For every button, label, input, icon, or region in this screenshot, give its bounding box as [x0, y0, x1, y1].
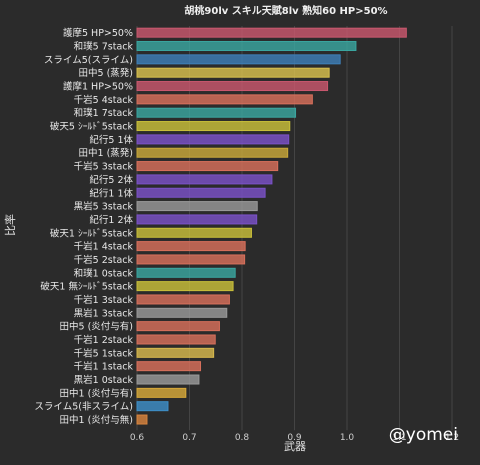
category-labels: 護摩5 HP>50% 和璞5 7stack スライム5(スライム)田中5 (蒸発) 護…	[34, 27, 133, 426]
x-tick-label: 0.8	[235, 433, 250, 443]
bar	[136, 374, 200, 385]
category-label: 破天1 ｼｰﾙﾄﾞ5stack	[50, 227, 134, 239]
category-label: 千岩5 2stack	[74, 254, 134, 266]
y-axis-title: 比率	[3, 214, 17, 236]
bar	[136, 27, 407, 38]
x-tick-label: 0.7	[182, 433, 196, 443]
category-label: 紀行1 1体	[89, 187, 133, 199]
category-label: 和璞1 7stack	[74, 107, 134, 119]
bar	[136, 81, 329, 92]
bar	[136, 161, 279, 172]
category-label: 破天1 無ｼｰﾙﾄﾞ5stack	[40, 281, 133, 293]
x-tick-labels: 0.6 0.7 0.8 0.9 1.0 1.1 1.2	[130, 433, 459, 443]
bar	[136, 401, 169, 412]
category-label: 破天5 ｼｰﾙﾄﾞ5stack	[50, 121, 134, 133]
bar	[136, 187, 266, 198]
bar	[136, 214, 258, 225]
category-label: 紀行1 2体	[89, 214, 133, 226]
x-tick-label: 0.9	[287, 433, 302, 443]
bar	[136, 334, 216, 345]
category-label: 千岩1 1stack	[74, 361, 134, 373]
bar	[136, 307, 228, 318]
bar	[136, 227, 252, 238]
category-label: 紀行5 1体	[89, 134, 133, 146]
bar	[136, 241, 246, 252]
bar	[136, 121, 291, 132]
bar	[136, 281, 234, 292]
x-axis-title: 武器	[284, 440, 306, 453]
bar	[136, 147, 289, 158]
category-label: 田中1 (炎付与有)	[60, 387, 133, 399]
bar	[136, 294, 230, 305]
chart-title: 胡桃90lv スキル天賦8lv 熟知60 HP>50%	[184, 4, 387, 17]
bar	[136, 254, 246, 265]
category-label: 千岩1 2stack	[74, 334, 134, 346]
bar	[136, 321, 220, 332]
bar	[136, 361, 202, 372]
category-label: 護摩5 HP>50%	[63, 27, 133, 39]
bar	[136, 387, 187, 398]
category-label: 千岩5 1stack	[74, 347, 134, 359]
category-label: 田中1 (蒸発)	[79, 147, 133, 159]
category-label: 黒岩5 3stack	[74, 201, 134, 213]
category-label: 黒岩1 3stack	[74, 307, 134, 319]
category-label: 和璞1 0stack	[74, 267, 134, 279]
bar	[136, 267, 236, 278]
category-label: 黒岩1 0stack	[74, 374, 134, 386]
bar	[136, 67, 330, 78]
category-label: 和璞5 7stack	[74, 41, 134, 53]
bar	[136, 414, 148, 425]
bar	[136, 41, 357, 52]
x-tick-label: 1.0	[340, 433, 355, 443]
category-label: 護摩1 HP>50%	[63, 81, 133, 93]
category-label: 田中5 (蒸発)	[79, 67, 133, 79]
bar	[136, 134, 290, 145]
bar	[136, 174, 273, 185]
category-label: 千岩1 4stack	[74, 241, 134, 253]
x-tick-label: 1.2	[445, 433, 459, 443]
category-label: スライム5(非スライム)	[34, 401, 133, 413]
category-label: 千岩1 3stack	[74, 294, 134, 306]
x-tick-label: 0.6	[130, 433, 145, 443]
category-label: 紀行5 2体	[89, 174, 133, 186]
bar	[136, 107, 297, 118]
category-label: 田中1 (炎付与無)	[60, 414, 133, 426]
bar	[136, 347, 215, 358]
bar	[136, 54, 341, 65]
bars	[136, 27, 407, 425]
category-label: 千岩5 3stack	[74, 161, 134, 173]
category-label: スライム5(スライム)	[44, 55, 133, 66]
bar	[136, 94, 313, 105]
category-label: 田中5 (炎付与有)	[60, 321, 133, 333]
x-tick-label: 1.1	[392, 433, 406, 443]
bar	[136, 201, 258, 212]
category-label: 千岩5 4stack	[74, 94, 134, 106]
credit-watermark: @yomei	[389, 425, 458, 445]
